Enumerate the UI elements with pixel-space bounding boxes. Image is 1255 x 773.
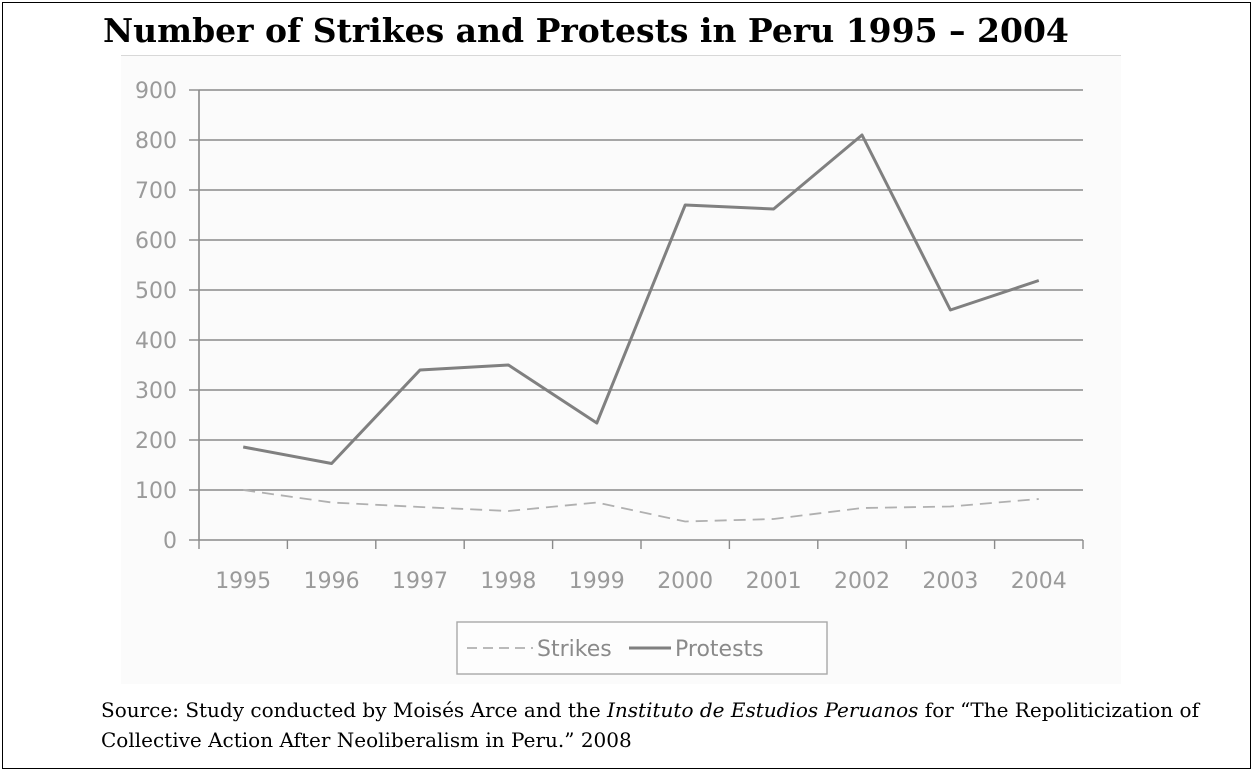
x-tick-label: 1999 — [569, 569, 625, 594]
x-tick-label: 2003 — [922, 569, 978, 594]
x-tick-label: 1996 — [304, 569, 360, 594]
source-suffix: for “The Repoliticization of Collective … — [101, 698, 1199, 752]
y-tick-label: 200 — [135, 429, 177, 454]
legend-label-protests: Protests — [675, 637, 764, 662]
y-tick-label: 400 — [135, 329, 177, 354]
y-tick-label: 900 — [135, 79, 177, 104]
source-institution: Instituto de Estudios Peruanos — [607, 698, 919, 722]
x-tick-label: 2000 — [657, 569, 713, 594]
page-title: Number of Strikes and Protests in Peru 1… — [103, 11, 1069, 50]
x-tick-label: 2001 — [746, 569, 802, 594]
series-line-strikes — [243, 489, 1039, 523]
x-tick-label: 1995 — [215, 569, 271, 594]
x-tick-label: 2004 — [1011, 569, 1067, 594]
y-tick-label: 0 — [163, 529, 177, 554]
x-tick-label: 1998 — [480, 569, 536, 594]
source-prefix: Source: Study conducted by Moisés Arce a… — [101, 698, 608, 722]
legend-label-strikes: Strikes — [537, 637, 612, 662]
y-tick-label: 700 — [135, 179, 177, 204]
x-tick-label: 2002 — [834, 569, 890, 594]
source-note: Source: Study conducted by Moisés Arce a… — [101, 695, 1201, 755]
line-chart: 0 100 200 300 400 500 600 700 800 900 1995 1996 1997… — [135, 79, 1084, 675]
y-tick-label: 500 — [135, 279, 177, 304]
chart-area: 0 100 200 300 400 500 600 700 800 900 1995 1996 1997… — [121, 55, 1121, 684]
y-tick-label: 600 — [135, 229, 177, 254]
y-tick-label: 100 — [135, 479, 177, 504]
y-tick-label: 800 — [135, 129, 177, 154]
y-tick-label: 300 — [135, 379, 177, 404]
series-line-protests — [242, 133, 1040, 465]
x-tick-label: 1997 — [392, 569, 448, 594]
